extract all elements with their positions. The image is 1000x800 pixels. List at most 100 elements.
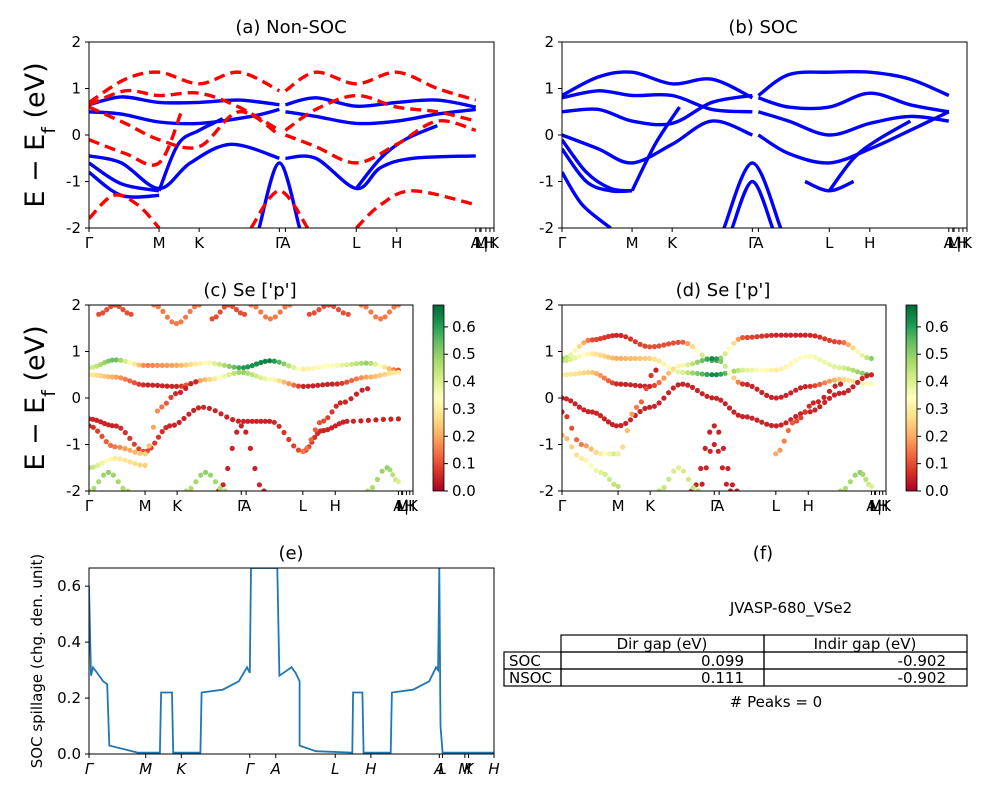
panel-c-weight-point	[253, 373, 260, 379]
panel-d-weight-point	[699, 391, 705, 397]
panel-c-weight-point	[388, 416, 394, 422]
panel-c-weight-point	[140, 382, 146, 388]
panel-d-colorbar: 0.0 0.1 0.2 0.3 0.4 0.5 0.6	[905, 304, 949, 500]
panel-d-weight-point	[572, 371, 578, 377]
panel-d-weight-point	[627, 336, 634, 342]
panel-c-weight-point	[131, 361, 137, 367]
panel-e-data-layer	[89, 568, 494, 754]
panel-c-weight-point	[201, 404, 207, 410]
panel-d-weight-point	[651, 356, 658, 362]
panel-d-weight-point	[726, 369, 733, 375]
table-header-indir-gap: Indir gap (eV)	[814, 635, 917, 653]
panel-d-ytick-label: 1	[544, 343, 554, 361]
panel-c-weight-point	[221, 373, 227, 379]
panel-d-weight-point	[574, 452, 580, 458]
panel-c-weight-point	[291, 365, 297, 371]
panel-c-xtick-label: A	[241, 497, 252, 515]
panel-c-weight-point	[103, 458, 109, 464]
panel-d-weight-point	[581, 407, 587, 413]
panel-c-weight-point	[159, 362, 165, 368]
panel-c-weight-point	[183, 385, 189, 391]
panel-d-weight-point	[718, 397, 724, 403]
panel-d-weight-point	[812, 383, 818, 389]
panel-c-weight-point	[258, 418, 264, 424]
panel-d-weight-point	[613, 381, 620, 387]
panel-c-weight-point	[136, 381, 142, 387]
panel-d-weight-point	[651, 344, 658, 350]
panel-d-weight-point	[589, 337, 596, 343]
panel-c-weight-point	[178, 362, 184, 368]
panel-c-weight-point	[382, 371, 388, 377]
panel-d-weight-point	[794, 418, 800, 424]
panel-c-weight-point	[220, 482, 226, 488]
panel-d-weight-point	[563, 357, 570, 363]
panel-c-weight-point	[198, 472, 204, 478]
panel-d-weight-point	[689, 370, 696, 376]
panel-c-weight-point	[348, 396, 354, 402]
panel-d-weight-point	[699, 358, 705, 364]
panel-d-weight-point	[850, 345, 856, 351]
panel-d-weight-point	[629, 411, 635, 417]
panel-c-weight-point	[212, 376, 218, 382]
panel-d-weight-point	[656, 343, 662, 349]
panel-d-weight-point	[597, 413, 604, 419]
panel-d-weight-point	[720, 445, 727, 451]
panel-c-weight-point	[324, 363, 331, 369]
panel-c-weight-point	[177, 389, 184, 395]
panel-c-weight-point	[245, 418, 251, 424]
panel-d-weight-point	[576, 353, 583, 359]
panel-c-weight-point	[176, 419, 182, 425]
panel-d-weight-point	[868, 372, 875, 378]
panel-d-weight-point	[713, 356, 720, 362]
panel-c-ytick-label: -2	[66, 482, 81, 500]
panel-d-weight-point	[675, 382, 681, 388]
panel-d-weight-point	[656, 400, 662, 406]
panel-c-weight-point	[169, 362, 175, 368]
panel-d-weight-point	[838, 381, 844, 387]
table-cell-soc-indir: -0.902	[898, 652, 946, 670]
panel-d-weight-point	[773, 367, 779, 373]
panel-c-weight-point	[349, 361, 355, 367]
panel-c-weight-point	[374, 476, 380, 482]
panel-d-colorbar-label: 0.3	[925, 400, 949, 418]
panel-d-weight-point	[822, 380, 828, 386]
panel-d-weight-point	[585, 337, 591, 343]
panel-c-weight-point	[186, 411, 192, 417]
panel-c-weight-point	[173, 321, 180, 327]
panel-d-weight-point	[593, 370, 600, 377]
panel-b-ytick-label: 1	[544, 80, 554, 98]
panel-c-weight-point	[94, 372, 100, 378]
panel-c-weight-point	[295, 366, 302, 372]
panel-c-weight-point	[261, 488, 267, 491]
panel-d-weight-point	[605, 333, 612, 340]
panel-e-title: (e)	[278, 543, 303, 564]
panel-d-xtick-label: H	[877, 497, 888, 515]
panel-c-ytick-label: 2	[71, 296, 81, 314]
panel-d-weight-point	[651, 403, 658, 409]
panel-c-weight-point	[379, 468, 385, 474]
panel-c-weight-point	[320, 382, 326, 388]
panel-b-band-line	[804, 179, 855, 193]
panel-c-weight-point	[337, 400, 343, 406]
panel-c-weight-point	[202, 377, 208, 383]
panel-d-weight-point	[777, 447, 783, 453]
panel-c-weight-point	[142, 451, 148, 457]
panel-a-band-line	[285, 154, 476, 191]
panel-c-weight-point	[329, 381, 335, 387]
panel-e-xtick-label: H	[365, 760, 376, 778]
panel-c-weight-point	[391, 305, 397, 310]
panel-c-weight-point	[258, 309, 264, 315]
panel-c-weight-point	[368, 309, 374, 315]
panel-c-weight-point	[277, 309, 283, 315]
panel-c-weight-point	[206, 405, 212, 411]
panel-c-weight-point	[271, 377, 277, 383]
panel-d-weight-point	[572, 348, 578, 354]
panel-c-weight-point	[115, 479, 121, 485]
panel-d-weight-point	[788, 361, 794, 367]
panel-a-ytick-label: -1	[66, 173, 81, 191]
panel-d-weight-point	[699, 481, 705, 487]
panel-c-weight-point	[245, 364, 251, 370]
panel-c-weight-point	[247, 445, 253, 451]
panel-c-weight-point	[109, 423, 115, 429]
